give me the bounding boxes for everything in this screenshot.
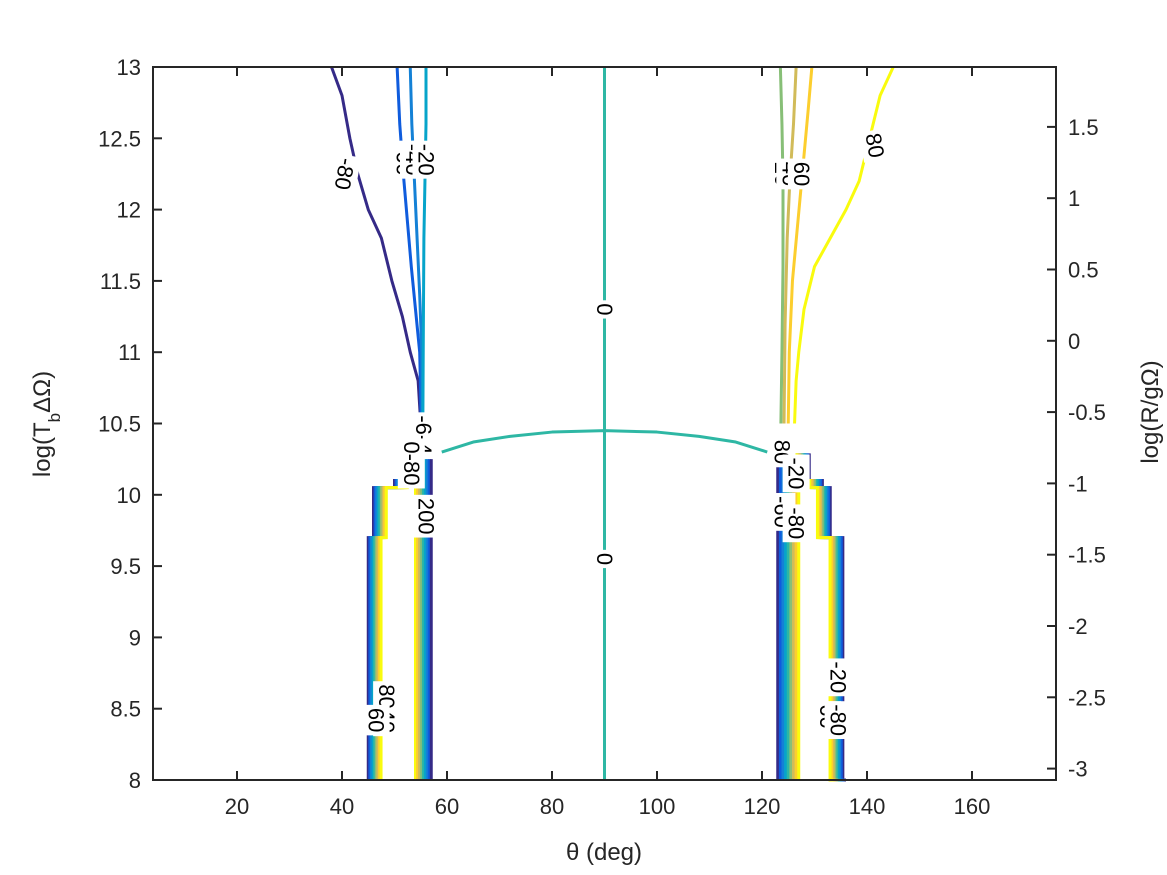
contour-label-4: 0 (591, 300, 618, 319)
y-tick-label: 9 (129, 625, 141, 650)
x-tick-label: 20 (225, 794, 249, 819)
svg-text:-20: -20 (784, 458, 809, 490)
x-tick-label: 100 (639, 794, 676, 819)
svg-text:60: 60 (789, 162, 814, 186)
contour-label-0: -80 (328, 152, 362, 195)
svg-text:60: 60 (364, 708, 389, 732)
x-tick-label: 140 (849, 794, 886, 819)
clutter-label-4: 60 (362, 704, 390, 736)
x-tick-label: 40 (330, 794, 354, 819)
x-tick-label: 80 (540, 794, 564, 819)
x-tick-label: 60 (435, 794, 459, 819)
clutter-label-1: 0-80 (397, 438, 425, 489)
y-tick-label: 10.5 (98, 412, 141, 437)
y-tick-label: 8 (129, 768, 141, 793)
contour-label-9: 80 (858, 128, 891, 163)
contour-line-9 (793, 66, 895, 424)
right-y-axis-title: log(R/gΩ) (1137, 360, 1164, 463)
svg-text:-80: -80 (330, 156, 360, 192)
right-y-tick-label: -3 (1068, 757, 1088, 782)
clutter-label-2: 200 (412, 494, 440, 538)
right-y-tick-label: -1 (1068, 471, 1088, 496)
contour-line-0 (330, 66, 423, 424)
y-tick-label: 10 (117, 483, 141, 508)
clutter-label-9: -20 (824, 658, 852, 697)
contour-line-8 (786, 66, 814, 424)
right-y-tick-label: 0 (1068, 329, 1080, 354)
y-axis-title: log(TbΔΩ) (29, 371, 64, 477)
right-y-tick-label: -0.5 (1068, 400, 1106, 425)
y-tick-label: 12.5 (98, 126, 141, 151)
right-y-tick-label: -2 (1068, 614, 1088, 639)
clutter-label-11: -80 (824, 701, 852, 740)
svg-text:0-80: 0-80 (399, 441, 424, 485)
right-y-tick-label: -2.5 (1068, 685, 1106, 710)
contour-label-8: 60 (787, 158, 815, 190)
clutter-label-6: -20 (782, 454, 810, 493)
contour-line-5 (441, 429, 768, 454)
y-tick-label: 13 (117, 55, 141, 80)
clutter-label-8: -80 (782, 504, 810, 543)
svg-text:-80: -80 (826, 704, 851, 736)
right-y-tick-label: 1.5 (1068, 115, 1099, 140)
x-tick-label: 160 (954, 794, 991, 819)
y-tick-label: 11.5 (100, 269, 141, 294)
y-tick-label: 9.5 (110, 554, 141, 579)
contour-label-0-lower: 0 (591, 549, 618, 569)
svg-text:200: 200 (414, 498, 439, 535)
svg-text:0: 0 (592, 553, 617, 565)
contour-line-7 (782, 66, 798, 424)
right-y-tick-label: 0.5 (1068, 257, 1099, 282)
svg-text:0: 0 (592, 303, 617, 315)
svg-text:-20: -20 (826, 661, 851, 693)
contour-line-3 (421, 67, 428, 424)
right-y-tick-label: 1 (1068, 186, 1080, 211)
y-tick-label: 8.5 (110, 697, 141, 722)
svg-text:-80: -80 (784, 507, 809, 539)
contour-line-1 (395, 66, 423, 424)
y-tick-label: 12 (117, 198, 141, 223)
x-tick-label: 120 (744, 794, 781, 819)
contour-label-3: -20 (412, 140, 440, 179)
y-tick-label: 11 (118, 340, 141, 365)
svg-text:80: 80 (860, 131, 889, 159)
y-axis-title-main: log(TbΔΩ) (29, 371, 64, 477)
ticks: 20 40 60 80 100 120 140 16088.599.51010.51111.5… (98, 55, 1106, 819)
x-axis-title: θ (deg) (566, 839, 642, 866)
contour-line-6 (778, 66, 785, 424)
contour-labels: -80-60-40-200204060800-6-40-802008040608… (328, 128, 891, 740)
right-y-tick-label: -1.5 (1068, 543, 1106, 568)
svg-text:-20: -20 (414, 144, 439, 176)
